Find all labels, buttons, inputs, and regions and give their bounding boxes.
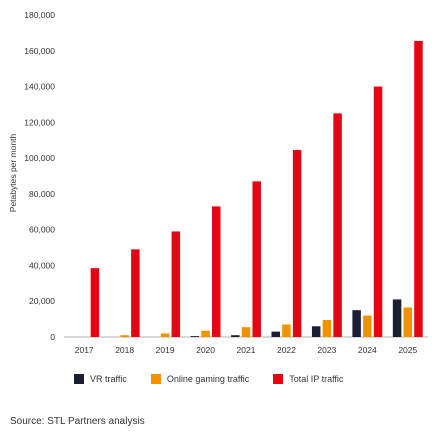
bar-total-ip-2024 [373, 86, 383, 337]
legend-item-vr: VR traffic [74, 374, 127, 384]
x-tick-label: 2017 [75, 345, 94, 355]
bar-total-ip-2021 [252, 181, 261, 337]
bar-total-ip-2022 [292, 150, 302, 337]
bar-vr-2021 [231, 335, 240, 337]
bar-gaming-2024 [363, 315, 372, 337]
x-tick-label: 2023 [317, 345, 336, 355]
y-axis-label-group: Petabytes per month [8, 134, 18, 213]
legend-item-total-ip: Total IP traffic [273, 374, 343, 384]
bar-total-ip-2025 [414, 40, 423, 337]
bar-total-ip-2018 [131, 249, 140, 337]
y-tick-label: 40,000 [29, 260, 55, 270]
y-tick-label: 100,000 [24, 153, 55, 163]
legend-label-gaming: Online gaming traffic [166, 374, 250, 384]
bar-vr-2025 [392, 299, 402, 337]
x-tick-label: 2018 [115, 345, 134, 355]
legend-label-total-ip: Total IP traffic [289, 374, 344, 384]
bar-total-ip-2019 [171, 231, 181, 337]
bar-gaming-2023 [322, 320, 332, 337]
bar-gaming-2021 [241, 327, 251, 337]
bar-total-ip-2023 [333, 113, 342, 337]
bar-vr-2023 [311, 326, 321, 337]
legend-swatch-total-ip [273, 374, 284, 384]
legend-label-vr: VR traffic [90, 374, 127, 384]
bar-gaming-2018 [120, 335, 129, 337]
legend-swatch-vr [74, 374, 84, 384]
y-axis-label: Petabytes per month [8, 134, 18, 213]
x-tick-label: 2020 [196, 345, 215, 355]
y-tick-label: 120,000 [24, 117, 55, 127]
x-tick-label: 2024 [358, 345, 377, 355]
x-tick-label: 2025 [398, 345, 417, 355]
bar-gaming-2019 [160, 333, 170, 337]
bar-total-ip-2017 [90, 268, 100, 337]
bar-vr-2022 [271, 331, 280, 337]
y-tick-label: 20,000 [29, 296, 55, 306]
y-tick-label: 0 [50, 332, 55, 342]
bar-vr-2020 [190, 336, 200, 337]
x-axis-ticks: 2017 2018 2019 2020 2021 2022 2023 2024 2025 [75, 345, 418, 355]
bar-gaming-2022 [282, 324, 291, 337]
y-axis-ticks: 0 20,000 40,000 60,000 80,000 100,000 120,000 1… [24, 10, 55, 342]
y-tick-label: 140,000 [24, 82, 55, 92]
legend-swatch-gaming [150, 374, 161, 384]
bar-total-ip-2020 [212, 206, 221, 337]
legend-item-gaming: Online gaming traffic [150, 374, 250, 384]
source-note: Source: STL Partners analysis [10, 416, 145, 427]
y-tick-label: 80,000 [29, 189, 55, 199]
y-tick-label: 60,000 [29, 225, 55, 235]
x-tick-label: 2019 [156, 345, 175, 355]
bar-gaming-2020 [201, 330, 210, 337]
bars [90, 40, 423, 337]
legend: VR traffic Online gaming traffic Total I… [74, 374, 367, 384]
bar-vr-2024 [352, 310, 361, 337]
y-tick-label: 180,000 [24, 10, 55, 20]
x-tick-label: 2022 [277, 345, 296, 355]
bar-gaming-2025 [403, 307, 413, 337]
y-tick-label: 160,000 [24, 46, 55, 56]
x-tick-label: 2021 [237, 345, 256, 355]
